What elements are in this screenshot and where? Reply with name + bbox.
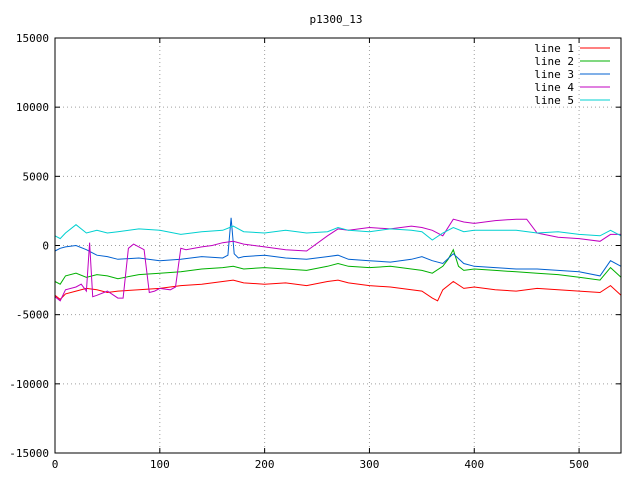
x-tick-label: 300 bbox=[360, 458, 380, 471]
y-tick-label: -10000 bbox=[9, 378, 49, 391]
y-tick-label: 0 bbox=[42, 240, 49, 253]
series-line-1 bbox=[54, 279, 622, 302]
chart-title: p1300_13 bbox=[310, 13, 363, 26]
legend-label-2: line 2 bbox=[534, 55, 574, 68]
x-tick-label: 500 bbox=[569, 458, 589, 471]
legend-label-3: line 3 bbox=[534, 68, 574, 81]
series-line-3 bbox=[54, 217, 622, 277]
legend-label-1: line 1 bbox=[534, 42, 574, 55]
x-tick-label: 100 bbox=[150, 458, 170, 471]
y-tick-label: 5000 bbox=[23, 170, 50, 183]
x-tick-label: 200 bbox=[255, 458, 275, 471]
y-tick-label: -5000 bbox=[16, 309, 49, 322]
series-group bbox=[54, 217, 622, 302]
y-tick-label: 15000 bbox=[16, 32, 49, 45]
axis-ticks: 0 100 200 300 400 500 -15000 -10000 -5000 0 5000 10… bbox=[9, 32, 621, 471]
x-tick-label: 0 bbox=[52, 458, 59, 471]
legend-label-5: line 5 bbox=[534, 94, 574, 107]
x-tick-label: 400 bbox=[464, 458, 484, 471]
series-line-2 bbox=[54, 248, 622, 285]
series-line-4 bbox=[54, 218, 621, 302]
legend-label-4: line 4 bbox=[534, 81, 574, 94]
series-line-5 bbox=[54, 224, 622, 241]
y-tick-label: 10000 bbox=[16, 101, 49, 114]
y-tick-label: -15000 bbox=[9, 447, 49, 460]
